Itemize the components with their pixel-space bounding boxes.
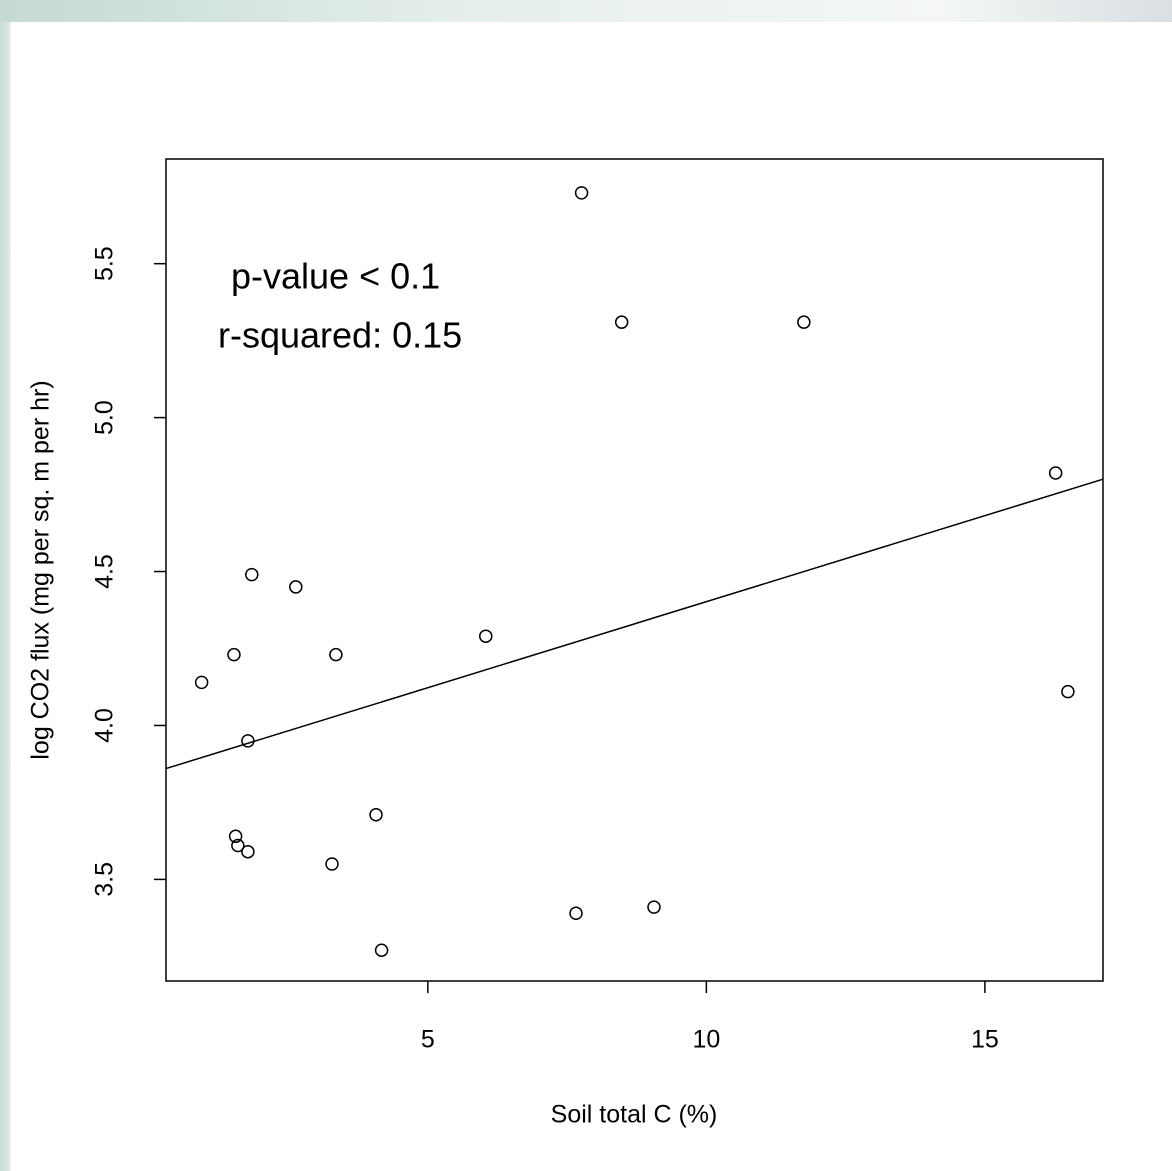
- y-axis-label: log CO2 flux (mg per sq. m per hr): [27, 380, 55, 759]
- point: [797, 315, 811, 329]
- point: [228, 829, 243, 844]
- y-tick-label: 5.5: [91, 246, 119, 281]
- annotation: r-squared: 0.15: [218, 315, 462, 356]
- y-tick-label: 3.5: [91, 862, 119, 897]
- point: [289, 580, 303, 594]
- point: [569, 906, 583, 921]
- y-tick-label: 5.0: [91, 400, 119, 435]
- point: [1061, 684, 1075, 699]
- point: [479, 629, 493, 643]
- point: [1048, 466, 1063, 480]
- point: [574, 186, 589, 200]
- point: [194, 675, 209, 690]
- point: [231, 838, 245, 853]
- x-tick-label: 15: [971, 1026, 999, 1054]
- annotation: p-value < 0.1: [231, 256, 440, 297]
- point: [369, 808, 383, 822]
- point: [325, 857, 339, 871]
- point: [329, 647, 343, 662]
- point: [647, 900, 661, 914]
- point: [241, 734, 255, 748]
- point: [374, 943, 389, 957]
- x-tick-label: 10: [692, 1026, 720, 1054]
- point: [245, 567, 259, 582]
- plot-frame: [165, 158, 1104, 982]
- point: [227, 647, 241, 662]
- background-band: [0, 0, 1172, 22]
- x-tick-label: 5: [421, 1026, 435, 1054]
- y-tick-label: 4.5: [91, 554, 119, 589]
- point: [614, 315, 629, 329]
- y-tick-label: 4.0: [91, 708, 119, 743]
- regression-line: [165, 478, 1104, 770]
- x-axis-label: Soil total C (%): [551, 1101, 718, 1129]
- point: [241, 844, 255, 859]
